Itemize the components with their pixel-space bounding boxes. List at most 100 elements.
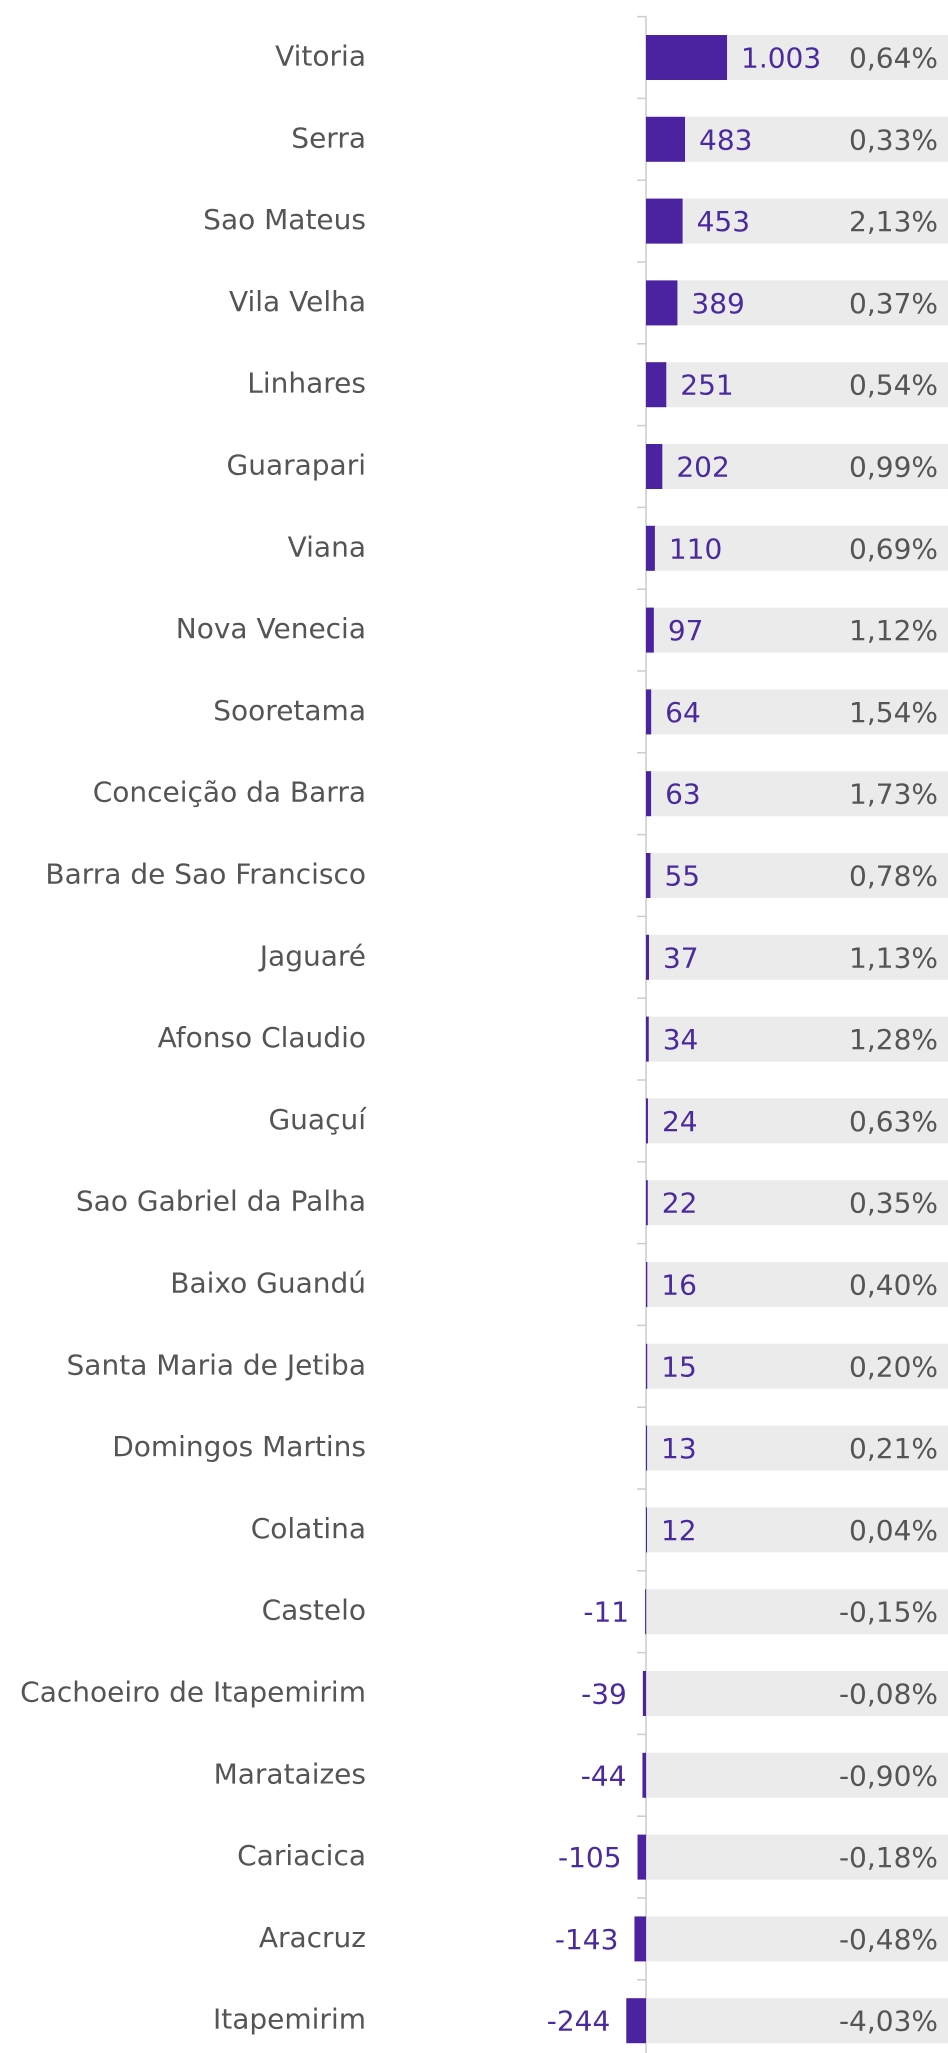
category-label: Viana xyxy=(288,530,366,563)
bar xyxy=(646,607,654,653)
category-label: Jaguaré xyxy=(258,939,366,972)
bar xyxy=(646,934,649,980)
value-label: -244 xyxy=(547,2005,611,2038)
row-band xyxy=(646,853,948,898)
value-label: 453 xyxy=(697,205,750,238)
percent-label: -0,90% xyxy=(839,1759,938,1792)
row-band xyxy=(646,1589,948,1635)
category-label: Barra de Sao Francisco xyxy=(45,858,366,891)
value-label: 37 xyxy=(663,941,699,974)
category-label: Vitoria xyxy=(275,40,366,73)
category-label: Guarapari xyxy=(227,449,367,482)
row-band xyxy=(646,1916,948,1962)
bar xyxy=(646,444,663,489)
row-band xyxy=(646,934,948,980)
bar xyxy=(646,853,651,898)
value-label: -39 xyxy=(581,1678,627,1711)
category-label: Cariacica xyxy=(237,1839,366,1872)
row-band xyxy=(646,116,948,162)
category-label: Conceição da Barra xyxy=(93,776,366,809)
row-band xyxy=(646,198,948,244)
category-label: Itapemirim xyxy=(213,2003,366,2036)
category-label: Marataizes xyxy=(214,1757,366,1790)
value-label: 251 xyxy=(680,369,733,402)
value-label: 97 xyxy=(668,614,704,647)
bar xyxy=(646,689,652,735)
percent-label: 0,54% xyxy=(849,369,938,402)
percent-label: 1,28% xyxy=(849,1023,938,1056)
row-band xyxy=(646,1098,948,1144)
row-band xyxy=(646,1343,948,1389)
percent-label: -0,48% xyxy=(839,1923,938,1956)
category-label: Nova Venecia xyxy=(176,612,366,645)
bar xyxy=(646,1425,648,1471)
bar xyxy=(646,525,655,571)
bar xyxy=(646,1507,647,1553)
category-label: Sooretama xyxy=(213,694,366,727)
percent-label: 0,78% xyxy=(849,860,938,893)
category-label: Serra xyxy=(291,121,366,154)
percent-label: 0,99% xyxy=(849,451,938,484)
category-label: Afonso Claudio xyxy=(158,1021,366,1054)
row-band xyxy=(646,362,948,408)
percent-label: 0,21% xyxy=(849,1432,938,1465)
row-band xyxy=(646,1834,948,1880)
percent-label: 0,04% xyxy=(849,1514,938,1547)
value-label: 24 xyxy=(662,1105,698,1138)
row-band xyxy=(646,607,948,653)
percent-label: 0,20% xyxy=(849,1350,938,1383)
category-label: Sao Mateus xyxy=(203,203,366,236)
category-label: Baixo Guandú xyxy=(170,1267,366,1300)
bar xyxy=(646,280,678,326)
row-band xyxy=(646,1262,948,1307)
category-label: Guaçuí xyxy=(268,1103,367,1136)
category-label: Vila Velha xyxy=(229,285,366,318)
row-band xyxy=(646,1998,948,2044)
percent-label: 1,73% xyxy=(849,778,938,811)
value-label: 202 xyxy=(676,451,729,484)
value-label: -11 xyxy=(583,1596,629,1629)
category-label: Colatina xyxy=(251,1512,366,1545)
row-band xyxy=(646,771,948,817)
category-label: Aracruz xyxy=(259,1921,366,1954)
bar xyxy=(634,1916,646,1962)
value-label: 64 xyxy=(665,696,701,729)
row-band xyxy=(646,1507,948,1553)
bar xyxy=(646,1180,648,1226)
percent-label: 0,37% xyxy=(849,287,938,320)
bar xyxy=(646,116,686,162)
row-band xyxy=(646,1425,948,1471)
percent-label: 2,13% xyxy=(849,205,938,238)
bar xyxy=(642,1671,646,1716)
category-label: Santa Maria de Jetiba xyxy=(67,1348,366,1381)
bar xyxy=(646,35,728,80)
bar xyxy=(646,362,667,408)
category-label: Cachoeiro de Itapemirim xyxy=(20,1676,366,1709)
value-label: 15 xyxy=(661,1350,697,1383)
category-label: Sao Gabriel da Palha xyxy=(76,1185,366,1218)
bar xyxy=(626,1998,646,2044)
percent-label: 0,64% xyxy=(849,42,938,75)
category-label: Linhares xyxy=(247,367,366,400)
category-label: Castelo xyxy=(262,1594,366,1627)
percent-label: 0,35% xyxy=(849,1187,938,1220)
value-label: 55 xyxy=(664,860,700,893)
row-band xyxy=(646,1752,948,1798)
value-label: 389 xyxy=(691,287,744,320)
percent-label: 1,54% xyxy=(849,696,938,729)
row-band xyxy=(646,1016,948,1062)
bar xyxy=(646,1262,648,1307)
value-label: -44 xyxy=(581,1759,627,1792)
value-label: -143 xyxy=(555,1923,619,1956)
row-band xyxy=(646,1180,948,1226)
percent-label: 1,13% xyxy=(849,941,938,974)
percent-label: -0,15% xyxy=(839,1596,938,1629)
percent-label: -4,03% xyxy=(839,2005,938,2038)
value-label: 13 xyxy=(661,1432,697,1465)
percent-label: 0,63% xyxy=(849,1105,938,1138)
bar xyxy=(646,771,652,817)
bar xyxy=(646,1016,649,1062)
bar xyxy=(637,1834,646,1880)
value-label: 12 xyxy=(661,1514,697,1547)
